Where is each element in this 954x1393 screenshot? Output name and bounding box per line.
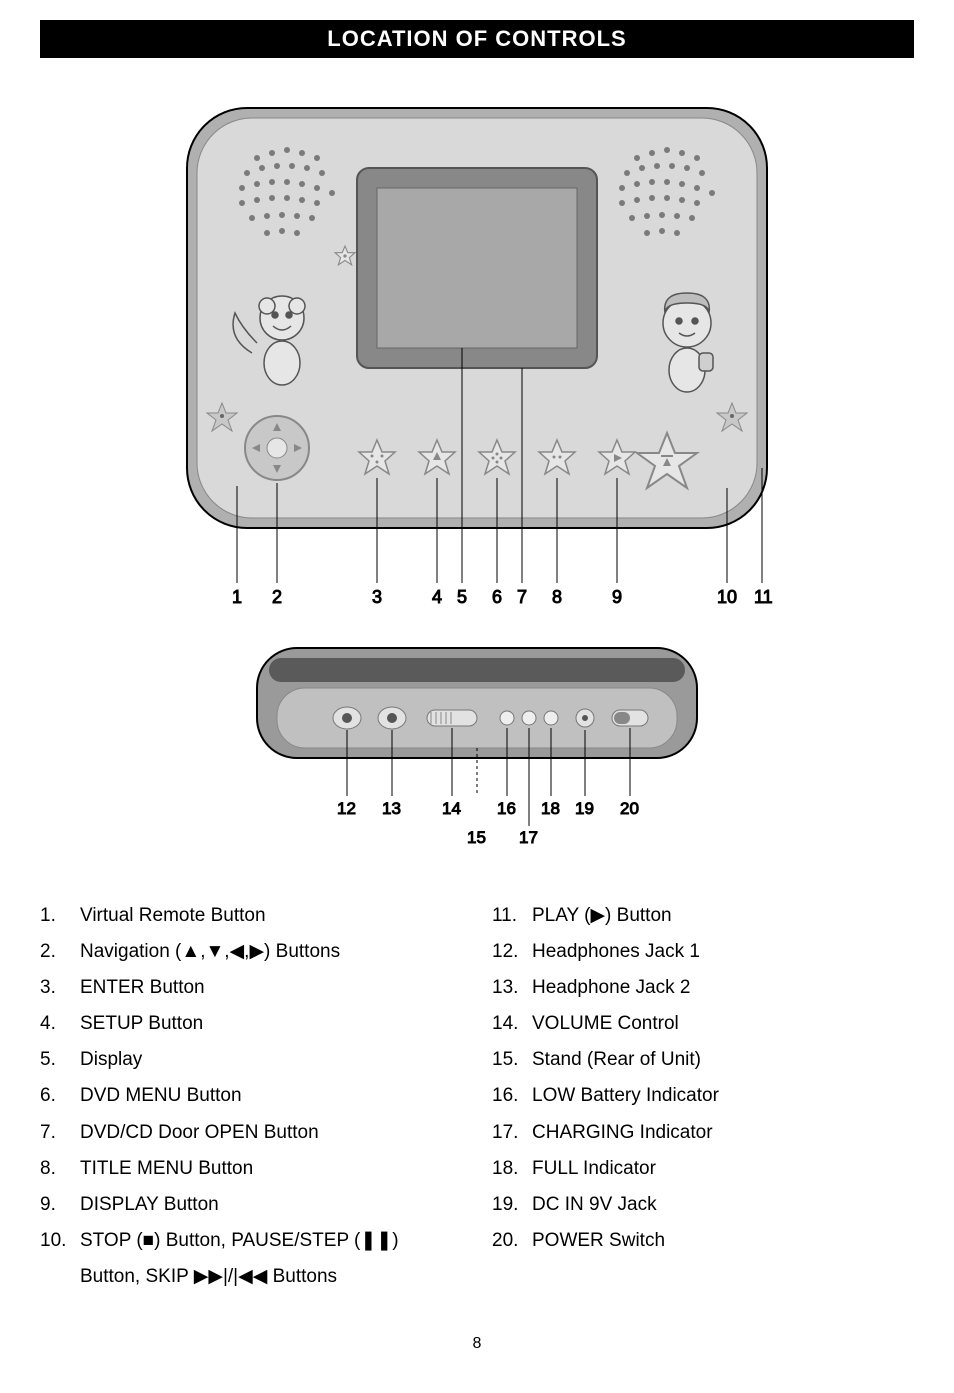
legend-item: 19.DC IN 9V Jack bbox=[492, 1187, 914, 1223]
svg-text:12: 12 bbox=[337, 799, 356, 818]
legend-text: STOP (■) Button, PAUSE/STEP (❚❚) Button,… bbox=[80, 1223, 462, 1295]
legend-text: Headphone Jack 2 bbox=[532, 970, 914, 1006]
svg-text:14: 14 bbox=[442, 799, 461, 818]
svg-text:1: 1 bbox=[232, 587, 242, 607]
legend-item: 2.Navigation (▲,▼,◀,▶) Buttons bbox=[40, 934, 462, 970]
legend-text: FULL Indicator bbox=[532, 1151, 914, 1187]
legend: 1.Virtual Remote Button 2.Navigation (▲,… bbox=[40, 898, 914, 1295]
legend-item: 20.POWER Switch bbox=[492, 1223, 914, 1259]
legend-item: 11.PLAY (▶) Button bbox=[492, 898, 914, 934]
legend-num: 10. bbox=[40, 1223, 80, 1295]
legend-text: DVD/CD Door OPEN Button bbox=[80, 1115, 462, 1151]
legend-num: 17. bbox=[492, 1115, 532, 1151]
svg-text:5: 5 bbox=[457, 587, 467, 607]
legend-item: 7.DVD/CD Door OPEN Button bbox=[40, 1115, 462, 1151]
front-diagram: 1 2 3 4 5 6 7 8 9 10 11 bbox=[127, 88, 827, 608]
svg-text:15: 15 bbox=[467, 828, 486, 847]
legend-num: 9. bbox=[40, 1187, 80, 1223]
svg-text:2: 2 bbox=[272, 587, 282, 607]
legend-item: 13.Headphone Jack 2 bbox=[492, 970, 914, 1006]
svg-text:8: 8 bbox=[552, 587, 562, 607]
legend-item: 17.CHARGING Indicator bbox=[492, 1115, 914, 1151]
legend-text: DVD MENU Button bbox=[80, 1078, 462, 1114]
legend-num: 20. bbox=[492, 1223, 532, 1259]
svg-text:10: 10 bbox=[717, 587, 737, 607]
svg-text:17: 17 bbox=[519, 828, 538, 847]
svg-text:19: 19 bbox=[575, 799, 594, 818]
legend-item: 14.VOLUME Control bbox=[492, 1006, 914, 1042]
legend-text: Navigation (▲,▼,◀,▶) Buttons bbox=[80, 934, 462, 970]
legend-item: 12.Headphones Jack 1 bbox=[492, 934, 914, 970]
svg-text:20: 20 bbox=[620, 799, 639, 818]
legend-num: 18. bbox=[492, 1151, 532, 1187]
legend-item: 5.Display bbox=[40, 1042, 462, 1078]
legend-num: 12. bbox=[492, 934, 532, 970]
page-title-bar: LOCATION OF CONTROLS bbox=[40, 20, 914, 58]
legend-text: POWER Switch bbox=[532, 1223, 914, 1259]
legend-num: 5. bbox=[40, 1042, 80, 1078]
svg-text:13: 13 bbox=[382, 799, 401, 818]
legend-item: 16.LOW Battery Indicator bbox=[492, 1078, 914, 1114]
legend-num: 1. bbox=[40, 898, 80, 934]
legend-num: 11. bbox=[492, 898, 532, 934]
legend-num: 3. bbox=[40, 970, 80, 1006]
legend-item: 4.SETUP Button bbox=[40, 1006, 462, 1042]
legend-text: Stand (Rear of Unit) bbox=[532, 1042, 914, 1078]
legend-item: 8.TITLE MENU Button bbox=[40, 1151, 462, 1187]
legend-num: 4. bbox=[40, 1006, 80, 1042]
legend-num: 14. bbox=[492, 1006, 532, 1042]
legend-num: 7. bbox=[40, 1115, 80, 1151]
legend-text: PLAY (▶) Button bbox=[532, 898, 914, 934]
legend-text: Virtual Remote Button bbox=[80, 898, 462, 934]
legend-num: 13. bbox=[492, 970, 532, 1006]
legend-right-column: 11.PLAY (▶) Button 12.Headphones Jack 1 … bbox=[492, 898, 914, 1295]
legend-text: CHARGING Indicator bbox=[532, 1115, 914, 1151]
rear-diagram: 12 13 14 16 18 19 20 15 17 bbox=[217, 628, 737, 868]
legend-text: LOW Battery Indicator bbox=[532, 1078, 914, 1114]
legend-text: DISPLAY Button bbox=[80, 1187, 462, 1223]
legend-text: ENTER Button bbox=[80, 970, 462, 1006]
legend-text: VOLUME Control bbox=[532, 1006, 914, 1042]
svg-text:7: 7 bbox=[517, 587, 527, 607]
legend-num: 8. bbox=[40, 1151, 80, 1187]
svg-text:6: 6 bbox=[492, 587, 502, 607]
svg-text:11: 11 bbox=[754, 587, 773, 607]
legend-text: TITLE MENU Button bbox=[80, 1151, 462, 1187]
legend-item: 9.DISPLAY Button bbox=[40, 1187, 462, 1223]
legend-text: DC IN 9V Jack bbox=[532, 1187, 914, 1223]
legend-num: 16. bbox=[492, 1078, 532, 1114]
svg-text:9: 9 bbox=[612, 587, 622, 607]
legend-num: 6. bbox=[40, 1078, 80, 1114]
legend-num: 2. bbox=[40, 934, 80, 970]
legend-item: 18.FULL Indicator bbox=[492, 1151, 914, 1187]
legend-left-column: 1.Virtual Remote Button 2.Navigation (▲,… bbox=[40, 898, 462, 1295]
svg-text:3: 3 bbox=[372, 587, 382, 607]
legend-item: 1.Virtual Remote Button bbox=[40, 898, 462, 934]
legend-text: SETUP Button bbox=[80, 1006, 462, 1042]
legend-num: 15. bbox=[492, 1042, 532, 1078]
diagram-area: 1 2 3 4 5 6 7 8 9 10 11 12 13 14 16 18 1… bbox=[40, 88, 914, 868]
legend-item: 6.DVD MENU Button bbox=[40, 1078, 462, 1114]
svg-text:18: 18 bbox=[541, 799, 560, 818]
legend-text: Display bbox=[80, 1042, 462, 1078]
legend-item: 15.Stand (Rear of Unit) bbox=[492, 1042, 914, 1078]
legend-item: 3.ENTER Button bbox=[40, 970, 462, 1006]
svg-text:4: 4 bbox=[432, 587, 442, 607]
legend-num: 19. bbox=[492, 1187, 532, 1223]
legend-item: 10.STOP (■) Button, PAUSE/STEP (❚❚) Butt… bbox=[40, 1223, 462, 1295]
legend-text: Headphones Jack 1 bbox=[532, 934, 914, 970]
svg-text:16: 16 bbox=[497, 799, 516, 818]
page-number: 8 bbox=[40, 1335, 914, 1353]
page-title: LOCATION OF CONTROLS bbox=[327, 26, 626, 51]
